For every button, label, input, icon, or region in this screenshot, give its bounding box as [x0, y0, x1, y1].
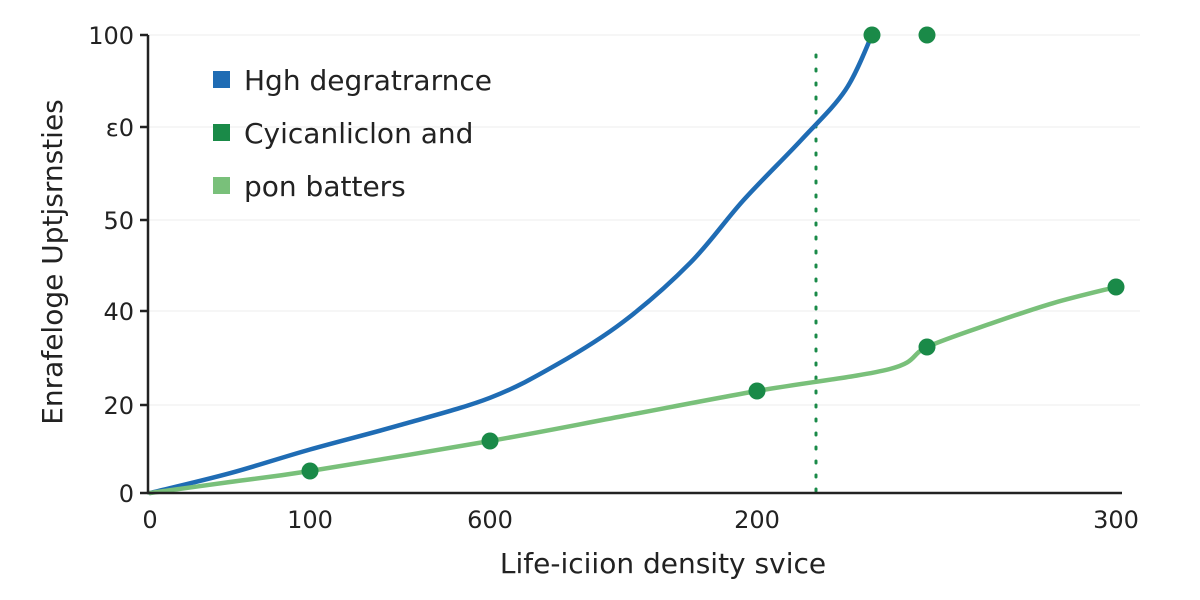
- data-point: [748, 382, 766, 400]
- y-tick-label: 100: [88, 22, 134, 50]
- series-layer: [147, 26, 1125, 496]
- data-point: [863, 26, 881, 44]
- y-tick-label: 20: [103, 392, 134, 420]
- series-line-1: [147, 284, 1119, 496]
- series-line-0: [147, 32, 875, 496]
- data-point: [1107, 278, 1125, 296]
- data-point: [301, 462, 319, 480]
- y-axis-title: Enrafeloge Uptjsrnsties: [36, 99, 69, 425]
- y-tick-label: ε0: [106, 114, 134, 142]
- data-point: [918, 26, 936, 44]
- x-tick-label: 600: [467, 506, 513, 534]
- grid: [148, 34, 1140, 406]
- x-tick-label: 200: [734, 506, 780, 534]
- legend-swatch: [213, 71, 230, 88]
- data-point: [918, 338, 936, 356]
- x-tick-label: 0: [142, 506, 157, 534]
- x-tick-label: 300: [1093, 506, 1139, 534]
- legend-label: pon batters: [244, 170, 406, 203]
- legend-label: Cyicanliclon and: [244, 117, 473, 150]
- x-axis-title: Life-iciion density svice: [500, 547, 826, 580]
- data-point: [481, 432, 499, 450]
- y-tick-label: 50: [103, 207, 134, 235]
- tick-labels: 0 20 40 50 ε0 100 0 100 600 200 300: [88, 22, 1139, 534]
- y-tick-label: 0: [119, 480, 134, 508]
- legend-swatch: [213, 124, 230, 141]
- x-tick-label: 100: [287, 506, 333, 534]
- y-tick-label: 40: [103, 298, 134, 326]
- axes: [140, 33, 1122, 495]
- legend-swatch: [213, 177, 230, 194]
- legend: Hgh degratrarnce Cyicanliclon and pon batt…: [213, 64, 492, 203]
- legend-label: Hgh degratrarnce: [244, 64, 492, 97]
